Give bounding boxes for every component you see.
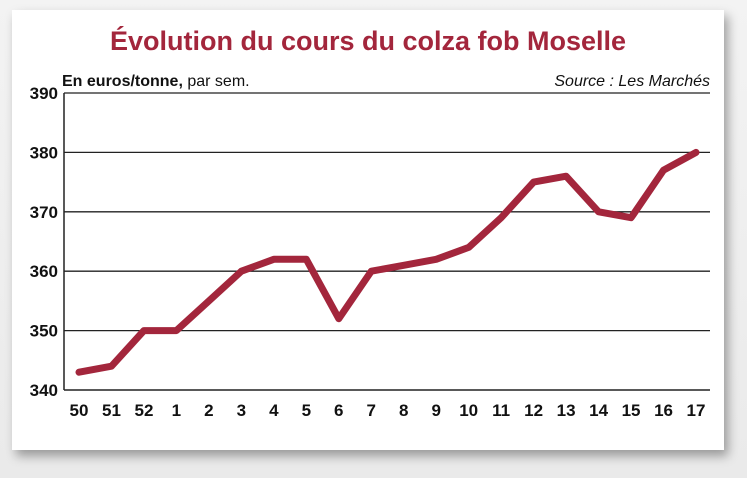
x-tick-label: 52 (134, 401, 153, 420)
x-tick-label: 9 (431, 401, 440, 420)
y-tick-label: 380 (30, 143, 58, 162)
series-layer (75, 148, 700, 376)
x-axis-ticks: 50 51 52 1 2 3 4 5 6 7 8 9 10 11 12 13 14 15 16 17 (70, 401, 706, 420)
x-tick-label: 8 (399, 401, 408, 420)
x-tick-label: 51 (102, 401, 121, 420)
series-line (75, 148, 700, 376)
y-tick-label: 340 (30, 381, 58, 400)
y-tick-label: 360 (30, 262, 58, 281)
unit-label-bold: En euros/tonne, (62, 73, 183, 90)
x-tick-label: 3 (237, 401, 246, 420)
axes (63, 93, 710, 391)
x-tick-label: 12 (524, 401, 543, 420)
unit-label-regular: par sem. (183, 73, 250, 90)
x-tick-label: 17 (687, 401, 706, 420)
x-tick-label: 5 (302, 401, 311, 420)
gridlines (64, 92, 710, 332)
y-tick-label: 390 (30, 84, 58, 103)
y-tick-label: 350 (30, 322, 58, 341)
x-tick-label: 10 (459, 401, 478, 420)
x-tick-label: 6 (334, 401, 343, 420)
x-tick-label: 15 (622, 401, 641, 420)
x-tick-label: 14 (589, 401, 608, 420)
unit-label: En euros/tonne, par sem. (62, 73, 250, 90)
x-tick-label: 16 (654, 401, 673, 420)
y-axis-ticks: 340 350 360 370 380 390 (30, 84, 58, 400)
x-tick-label: 1 (172, 401, 181, 420)
x-tick-label: 50 (70, 401, 89, 420)
x-tick-label: 7 (367, 401, 376, 420)
line-chart: Évolution du cours du colza fob Moselle … (30, 25, 710, 420)
x-tick-label: 13 (557, 401, 576, 420)
x-tick-label: 11 (492, 401, 510, 420)
x-tick-label: 4 (269, 401, 279, 420)
chart-title: Évolution du cours du colza fob Moselle (110, 25, 626, 56)
source-label: Source : Les Marchés (554, 73, 710, 90)
chart-card: Évolution du cours du colza fob Moselle … (12, 10, 724, 450)
y-tick-label: 370 (30, 203, 58, 222)
x-tick-label: 2 (204, 401, 213, 420)
